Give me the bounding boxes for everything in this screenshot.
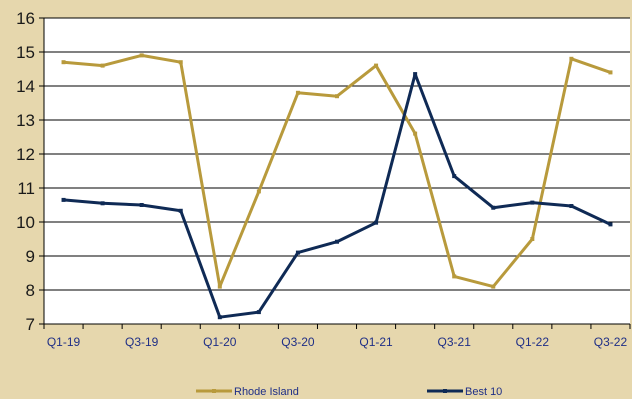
x-axis-ticks: Q1-19 Q3-19 Q1-20 Q3-20 Q1-21 Q3-21 Q1-22 Q3-22 [43,324,631,349]
x-tick-label: Q3-19 [125,335,159,349]
series-lines [61,53,613,320]
y-axis-ticks: 7 8 9 10 11 12 13 14 15 16 [16,9,44,334]
legend-marker [212,389,216,393]
data-point [374,63,379,68]
data-point [217,284,222,289]
plot-area [44,18,630,324]
x-tick-label: Q3-21 [438,335,472,349]
data-point [61,60,66,65]
series-best-10 [61,72,613,320]
legend-marker [443,389,447,393]
data-point [608,222,613,227]
data-point [452,274,457,279]
y-tick-label: 15 [16,43,35,62]
data-point [569,204,574,209]
data-point [178,208,183,213]
data-point [491,205,496,210]
data-point [335,239,339,244]
x-tick-label: Q1-20 [203,335,237,349]
y-tick-label: 9 [26,247,35,266]
data-point [217,315,222,320]
data-point [256,189,261,194]
legend-item: Best 10 [427,386,502,398]
data-point [452,174,457,179]
legend-label: Best 10 [465,386,502,398]
y-tick-label: 14 [16,77,35,96]
axes [43,18,630,325]
y-tick-label: 7 [26,315,35,334]
data-point [139,53,144,58]
data-point [295,250,300,255]
x-tick-label: Q1-22 [516,335,550,349]
data-point [608,70,613,75]
x-tick-label: Q3-20 [281,335,315,349]
data-point [256,310,261,315]
legend-item: Rhode Island [196,386,299,398]
data-point [100,201,105,206]
data-point [374,220,379,225]
x-tick-label: Q3-22 [594,335,628,349]
data-point [569,56,574,61]
legend: Rhode Island Best 10 [196,386,502,398]
data-point [295,90,300,95]
y-tick-label: 11 [17,179,35,198]
gridlines [44,17,630,325]
x-tick-label: Q1-21 [359,335,393,349]
y-tick-label: 10 [16,213,35,232]
series-rhode-island [61,53,613,289]
data-point [335,94,339,99]
data-point [491,284,496,289]
data-point [413,72,418,77]
data-point [178,60,183,65]
data-point [139,203,144,207]
y-tick-label: 13 [16,111,35,130]
y-tick-label: 12 [16,145,35,164]
data-point [530,237,535,241]
y-tick-label: 8 [26,281,35,300]
legend-label: Rhode Island [234,386,299,398]
data-point [61,197,66,202]
data-point [530,200,535,205]
y-tick-label: 16 [16,9,35,28]
x-tick-label: Q1-19 [47,335,81,349]
data-point [100,63,105,68]
data-point [413,131,418,136]
